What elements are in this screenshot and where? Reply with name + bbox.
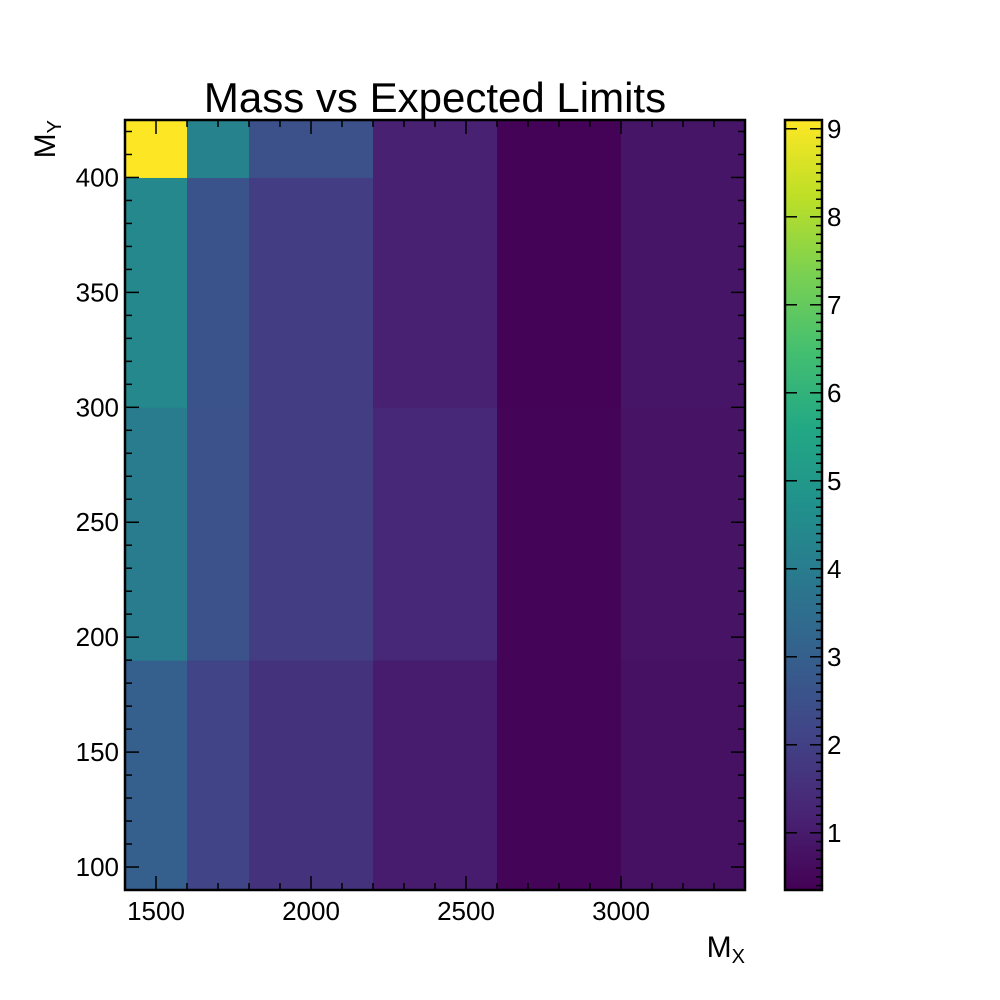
heatmap-cell <box>621 177 746 408</box>
x-axis-label: MX <box>707 931 745 968</box>
colorbar-tick-label: 8 <box>827 202 841 232</box>
heatmap-cell <box>373 407 498 661</box>
x-tick-label: 2500 <box>437 896 495 926</box>
heatmap-cell <box>249 660 374 891</box>
colorbar-tick-label: 9 <box>827 114 841 144</box>
colorbar-tick-label: 1 <box>827 818 841 848</box>
x-tick-label: 1500 <box>127 896 185 926</box>
heatmap-cells <box>125 120 746 891</box>
heatmap-cell <box>125 407 188 661</box>
chart-title: Mass vs Expected Limits <box>204 74 666 121</box>
y-axis-label-main: M <box>29 133 62 158</box>
x-axis-label-main: M <box>707 931 732 964</box>
x-tick-label: 3000 <box>592 896 650 926</box>
heatmap-cell <box>373 177 498 408</box>
heatmap-cell <box>497 120 622 178</box>
heatmap-cell <box>373 120 498 178</box>
heatmap-cell <box>497 660 622 891</box>
colorbar-tick-label: 4 <box>827 554 841 584</box>
y-tick-label: 250 <box>76 507 119 537</box>
y-axis-label: MY <box>29 120 66 158</box>
x-axis-label-sub: X <box>732 946 745 968</box>
heatmap-cell <box>125 660 188 891</box>
y-tick-label: 400 <box>76 162 119 192</box>
colorbar-tick-label: 6 <box>827 378 841 408</box>
y-tick-label: 100 <box>76 852 119 882</box>
colorbar-gradient <box>785 120 822 890</box>
heatmap-cell <box>249 177 374 408</box>
colorbar-tick-label: 5 <box>827 466 841 496</box>
heatmap-cell <box>621 407 746 661</box>
plot-frame <box>123 118 747 892</box>
y-tick-label: 350 <box>76 277 119 307</box>
y-tick-label: 200 <box>76 622 119 652</box>
heatmap-cell <box>249 407 374 661</box>
heatmap-cell <box>187 120 250 178</box>
colorbar-tick-label: 3 <box>827 642 841 672</box>
axis-ticks: 1500 2000 2500 3000 100 150 200 250 300 350 400 <box>76 120 746 926</box>
heatmap-cell <box>187 407 250 661</box>
y-tick-label: 300 <box>76 392 119 422</box>
colorbar-tick-label: 2 <box>827 730 841 760</box>
heatmap-cell <box>497 407 622 661</box>
heatmap-cell <box>187 660 250 891</box>
heatmap-cell <box>373 660 498 891</box>
heatmap-cell <box>621 660 746 891</box>
x-tick-label: 2000 <box>282 896 340 926</box>
colorbar-frame <box>783 118 824 892</box>
colorbar-tick-label: 7 <box>827 290 841 320</box>
heatmap-cell <box>621 120 746 178</box>
y-tick-label: 150 <box>76 737 119 767</box>
heatmap-cell <box>497 177 622 408</box>
y-axis-label-sub: Y <box>44 120 66 133</box>
heatmap-cell <box>187 177 250 408</box>
